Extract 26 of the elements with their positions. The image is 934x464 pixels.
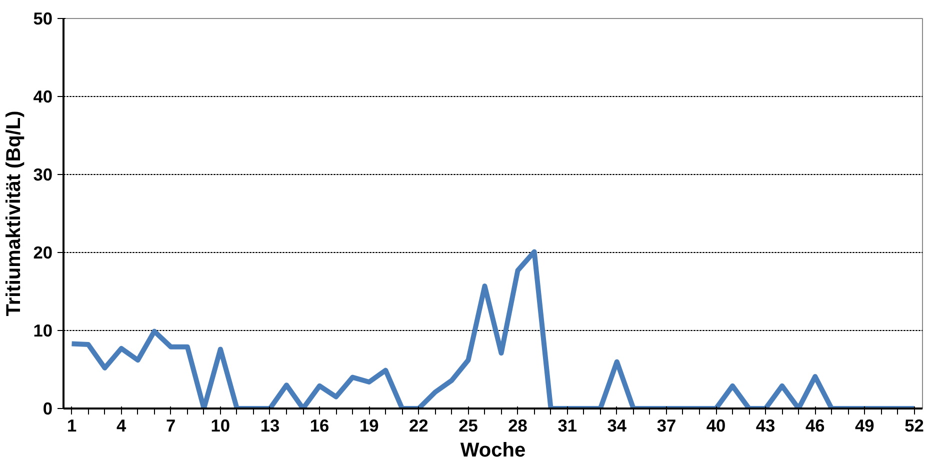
y-tick-label: 20 — [33, 242, 53, 262]
x-tick-label: 16 — [310, 416, 330, 436]
x-tick-label: 46 — [805, 416, 826, 436]
x-tick-label: 37 — [656, 416, 676, 436]
y-tick-label: 0 — [42, 398, 53, 418]
x-tick-label: 7 — [166, 416, 176, 436]
x-tick-label: 10 — [210, 416, 230, 436]
x-tick-label: 1 — [66, 416, 77, 436]
y-axis-title: Tritiumaktivität (Bq/L) — [3, 110, 26, 316]
x-tick-label: 52 — [904, 416, 924, 436]
x-tick-label: 4 — [116, 416, 126, 436]
x-axis-title: Woche — [460, 440, 526, 462]
x-tick-label: 31 — [558, 416, 578, 436]
x-tick-label: 19 — [359, 416, 379, 436]
y-tick-label: 30 — [33, 164, 53, 184]
x-tick-label: 25 — [458, 416, 478, 436]
x-tick-label: 28 — [508, 416, 528, 436]
x-tick-label: 22 — [409, 416, 428, 436]
y-tick-label: 10 — [33, 320, 53, 340]
y-tick-label: 40 — [33, 86, 53, 106]
x-tick-label: 43 — [756, 416, 776, 436]
x-tick-label: 13 — [260, 416, 280, 436]
y-tick-label: 50 — [33, 8, 53, 28]
x-tick-label: 34 — [607, 416, 627, 436]
x-tick-label: 49 — [855, 416, 874, 436]
x-tick-label: 40 — [706, 416, 726, 436]
